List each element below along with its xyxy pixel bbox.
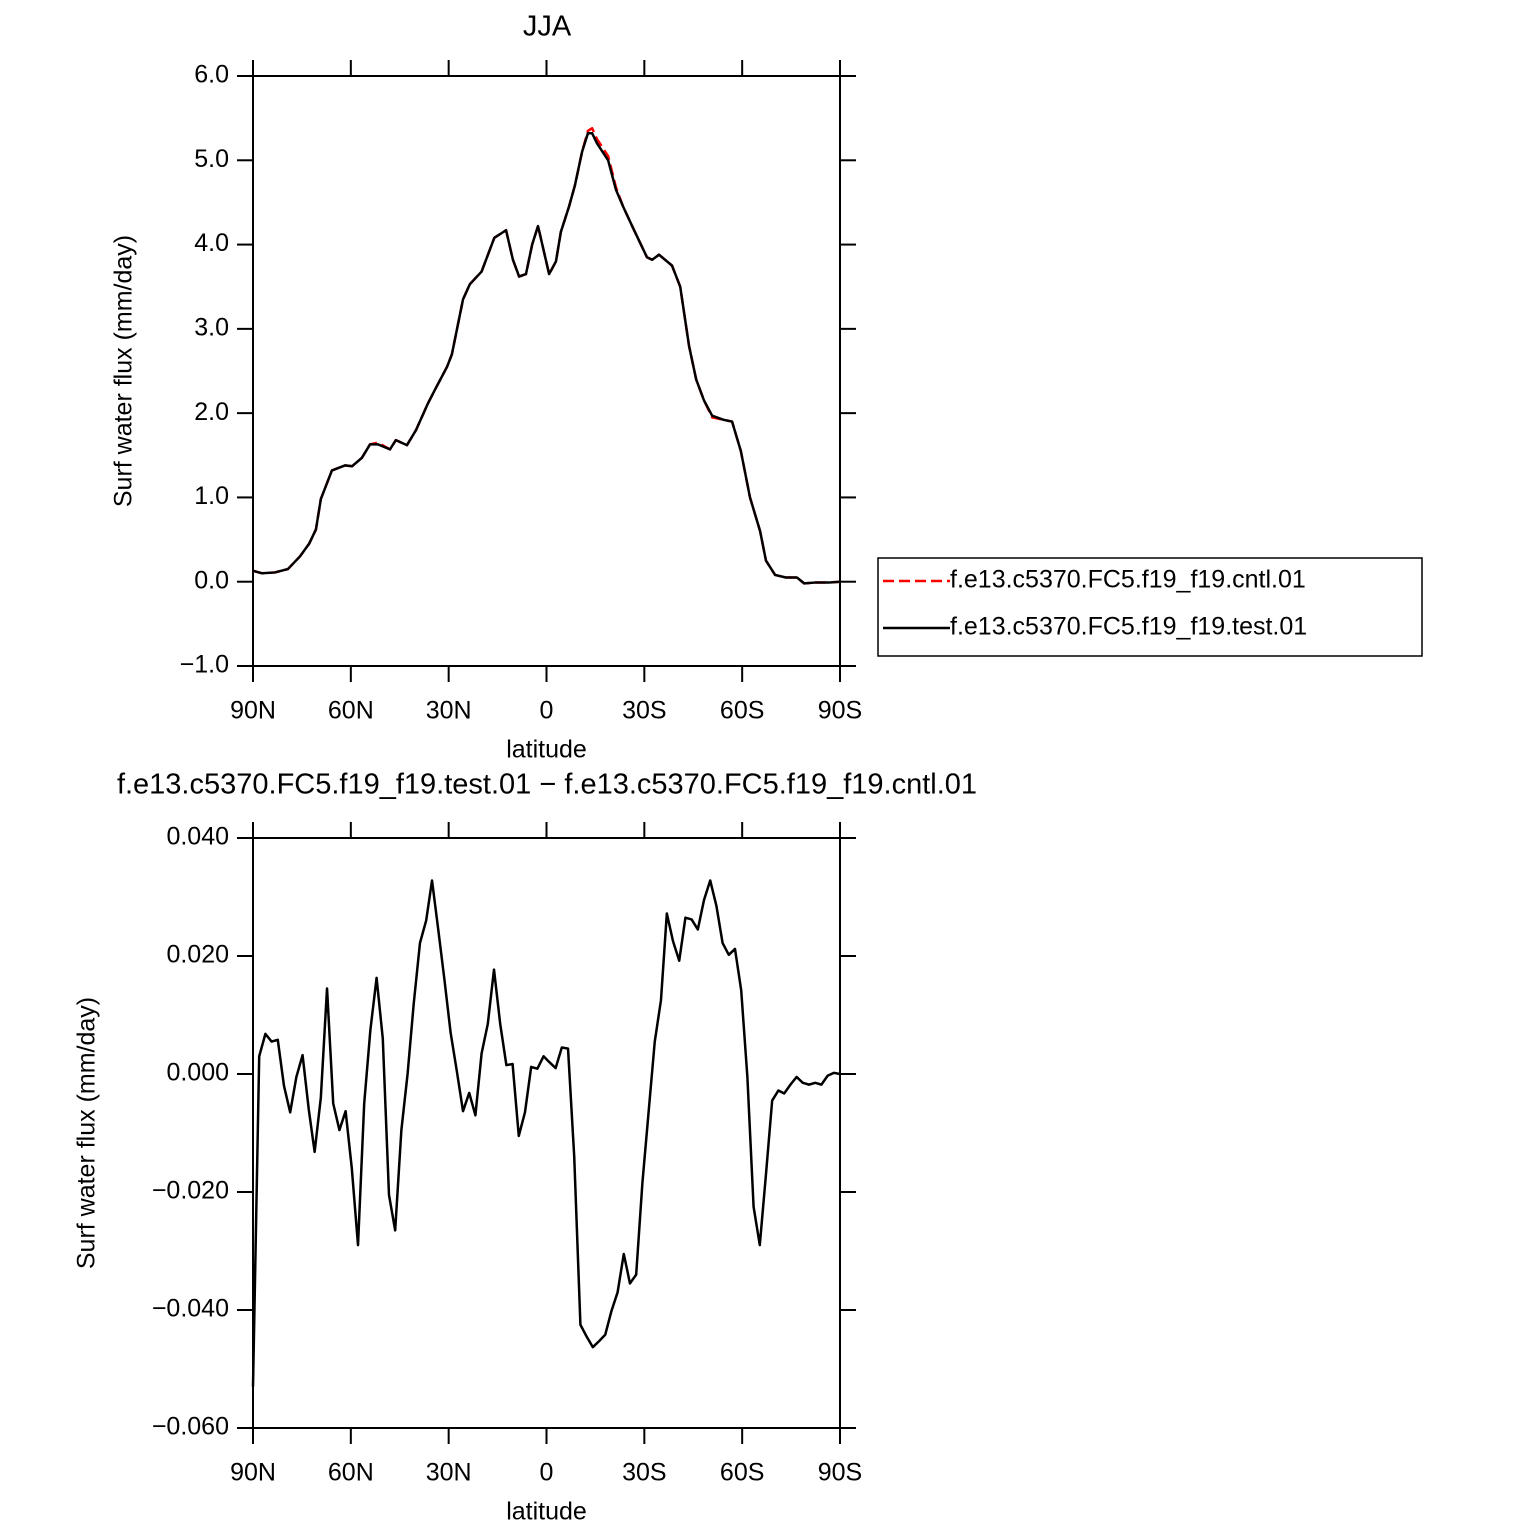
data-line [251, 879, 841, 1387]
y-tick-label: 0.020 [166, 941, 229, 969]
x-tick-label: 90N [230, 697, 276, 725]
x-tick-label: 90S [818, 697, 862, 725]
x-tick-label: 60S [720, 697, 764, 725]
x-axis-label: latitude [506, 1498, 587, 1526]
y-tick-label: 4.0 [194, 229, 229, 257]
y-axis-label: Surf water flux (mm/day) [73, 997, 101, 1269]
x-tick-label: 90S [818, 1459, 862, 1487]
y-tick-label: −0.020 [152, 1177, 229, 1205]
legend-label: f.e13.c5370.FC5.f19_f19.test.01 [950, 613, 1307, 641]
legend-label: f.e13.c5370.FC5.f19_f19.cntl.01 [950, 566, 1306, 594]
y-tick-label: 0.0 [194, 566, 229, 594]
x-tick-label: 30N [426, 697, 472, 725]
y-tick-label: 3.0 [194, 313, 229, 341]
legend-box [877, 557, 1423, 657]
x-tick-label: 0 [540, 697, 554, 725]
x-tick-label: 30S [622, 697, 666, 725]
x-tick-label: 90N [230, 1459, 276, 1487]
x-tick-label: 0 [540, 1459, 554, 1487]
data-line [252, 127, 841, 585]
x-tick-label: 30S [622, 1459, 666, 1487]
y-tick-label: −0.040 [152, 1295, 229, 1323]
plot-frame [252, 75, 841, 667]
y-tick-label: 1.0 [194, 482, 229, 510]
x-tick-label: 60N [328, 697, 374, 725]
plot-frame [252, 837, 841, 1429]
chart-title: JJA [523, 11, 572, 43]
y-tick-label: −1.0 [180, 651, 229, 679]
y-axis-label: Surf water flux (mm/day) [110, 235, 138, 507]
y-tick-label: −0.060 [152, 1413, 229, 1441]
x-tick-label: 60S [720, 1459, 764, 1487]
x-axis-label: latitude [506, 736, 587, 764]
data-line [252, 132, 841, 585]
y-tick-label: 0.000 [166, 1059, 229, 1087]
x-tick-label: 30N [426, 1459, 472, 1487]
y-tick-label: 6.0 [194, 61, 229, 89]
y-tick-label: 0.040 [166, 823, 229, 851]
y-tick-label: 5.0 [194, 145, 229, 173]
chart-title: f.e13.c5370.FC5.f19_f19.test.01 − f.e13.… [117, 769, 977, 801]
y-tick-label: 2.0 [194, 398, 229, 426]
x-tick-label: 60N [328, 1459, 374, 1487]
